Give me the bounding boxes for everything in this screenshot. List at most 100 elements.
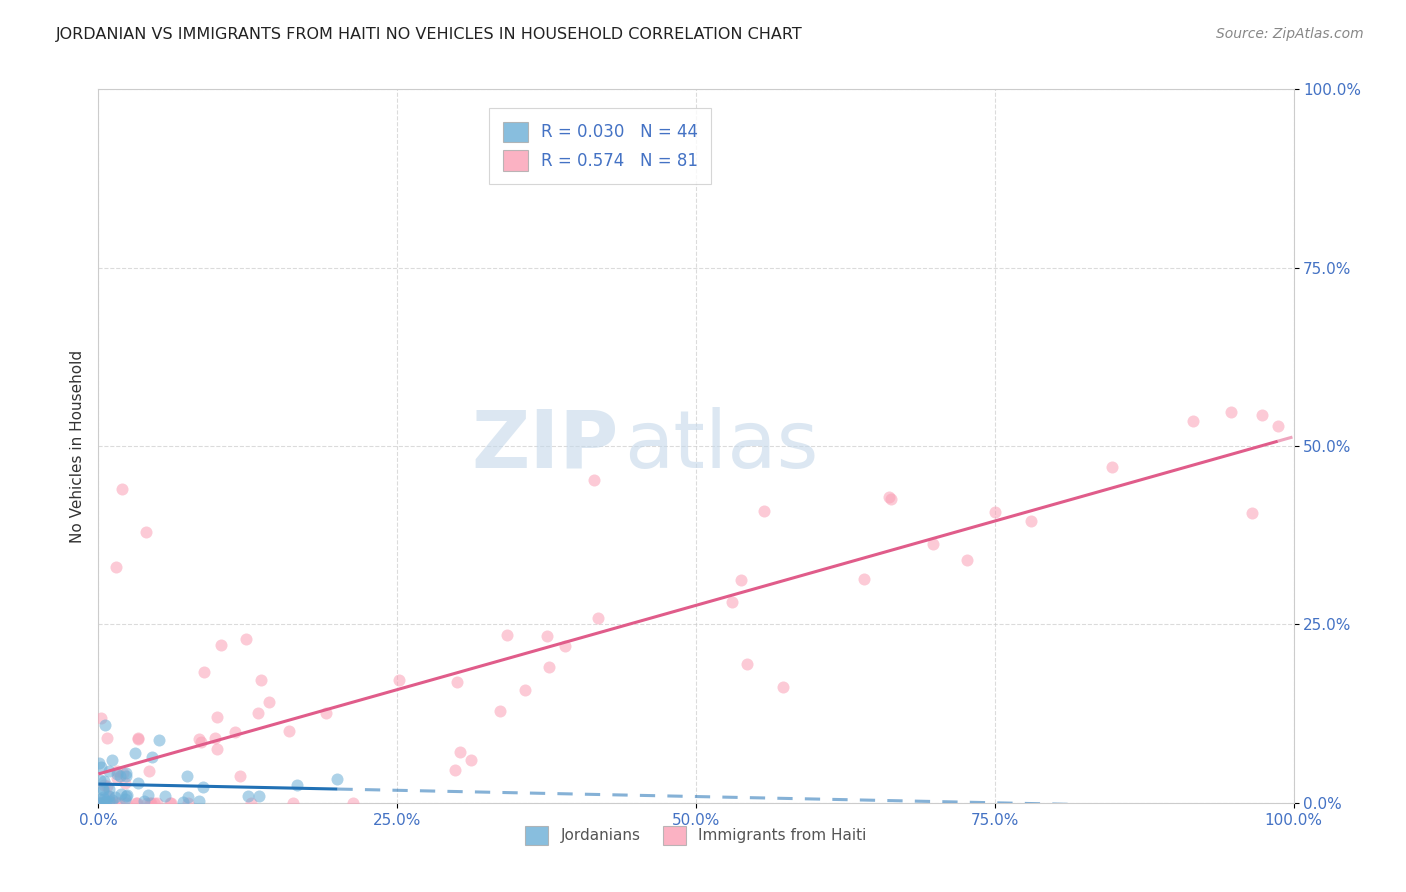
Point	[1021, 514, 1043, 528]
Point	[877, 490, 900, 504]
Point	[191, 780, 214, 794]
Point	[172, 795, 194, 809]
Point	[110, 787, 132, 801]
Point	[134, 794, 156, 808]
Point	[388, 673, 411, 687]
Point	[460, 753, 482, 767]
Point	[188, 732, 211, 747]
Point	[538, 660, 561, 674]
Point	[141, 796, 163, 810]
Point	[115, 788, 138, 802]
Point	[205, 710, 228, 724]
Point	[124, 746, 146, 760]
Point	[257, 695, 280, 709]
Point	[127, 776, 149, 790]
Point	[93, 778, 115, 792]
Text: atlas: atlas	[624, 407, 818, 485]
Point	[449, 745, 471, 759]
Point	[983, 505, 1005, 519]
Point	[956, 553, 979, 567]
Point	[115, 796, 138, 810]
Point	[97, 764, 120, 779]
Point	[177, 790, 200, 805]
Point	[1101, 460, 1123, 475]
Point	[229, 769, 252, 783]
Point	[125, 796, 148, 810]
Legend: Jordanians, Immigrants from Haiti: Jordanians, Immigrants from Haiti	[517, 818, 875, 852]
Point	[159, 796, 181, 810]
Point	[239, 796, 262, 810]
Point	[446, 674, 468, 689]
Point	[101, 793, 124, 807]
Point	[1219, 404, 1241, 418]
Point	[136, 796, 159, 810]
Y-axis label: No Vehicles in Household: No Vehicles in Household	[69, 350, 84, 542]
Point	[444, 763, 467, 777]
Point	[1241, 507, 1264, 521]
Point	[114, 776, 136, 790]
Point	[94, 718, 117, 732]
Point	[209, 638, 232, 652]
Point	[101, 753, 124, 767]
Point	[148, 733, 170, 747]
Point	[93, 773, 115, 788]
Point	[111, 766, 134, 780]
Point	[247, 706, 270, 720]
Point	[1181, 414, 1204, 428]
Point	[103, 796, 125, 810]
Point	[554, 639, 576, 653]
Point	[96, 731, 118, 746]
Point	[204, 731, 226, 745]
Point	[190, 735, 212, 749]
Point	[1251, 408, 1274, 422]
Point	[536, 629, 558, 643]
Point	[90, 760, 112, 774]
Point	[582, 473, 605, 487]
Point	[177, 796, 200, 810]
Point	[115, 769, 138, 783]
Point	[247, 789, 270, 804]
Point	[97, 781, 120, 796]
Point	[98, 789, 121, 803]
Point	[89, 796, 111, 810]
Point	[224, 724, 246, 739]
Point	[96, 789, 118, 803]
Point	[735, 657, 758, 671]
Point	[104, 790, 127, 805]
Text: Source: ZipAtlas.com: Source: ZipAtlas.com	[1216, 27, 1364, 41]
Point	[342, 796, 364, 810]
Point	[89, 792, 111, 806]
Point	[153, 789, 176, 803]
Point	[176, 769, 198, 783]
Point	[730, 573, 752, 587]
Point	[205, 741, 228, 756]
Point	[136, 788, 159, 802]
Point	[496, 628, 519, 642]
Point	[87, 756, 110, 770]
Point	[115, 765, 138, 780]
Point	[326, 772, 349, 787]
Point	[235, 632, 257, 646]
Point	[89, 772, 111, 787]
Point	[853, 572, 876, 586]
Point	[111, 482, 134, 496]
Point	[283, 796, 305, 810]
Point	[135, 524, 157, 539]
Point	[105, 560, 128, 574]
Point	[315, 706, 337, 720]
Point	[160, 796, 183, 810]
Point	[100, 796, 122, 810]
Point	[98, 794, 121, 808]
Point	[489, 705, 512, 719]
Point	[879, 491, 901, 506]
Point	[87, 796, 110, 810]
Point	[772, 680, 794, 694]
Point	[285, 778, 308, 792]
Point	[513, 682, 536, 697]
Text: JORDANIAN VS IMMIGRANTS FROM HAITI NO VEHICLES IN HOUSEHOLD CORRELATION CHART: JORDANIAN VS IMMIGRANTS FROM HAITI NO VE…	[56, 27, 803, 42]
Point	[105, 764, 128, 778]
Point	[141, 750, 163, 764]
Point	[90, 711, 112, 725]
Point	[114, 789, 136, 804]
Point	[105, 771, 128, 785]
